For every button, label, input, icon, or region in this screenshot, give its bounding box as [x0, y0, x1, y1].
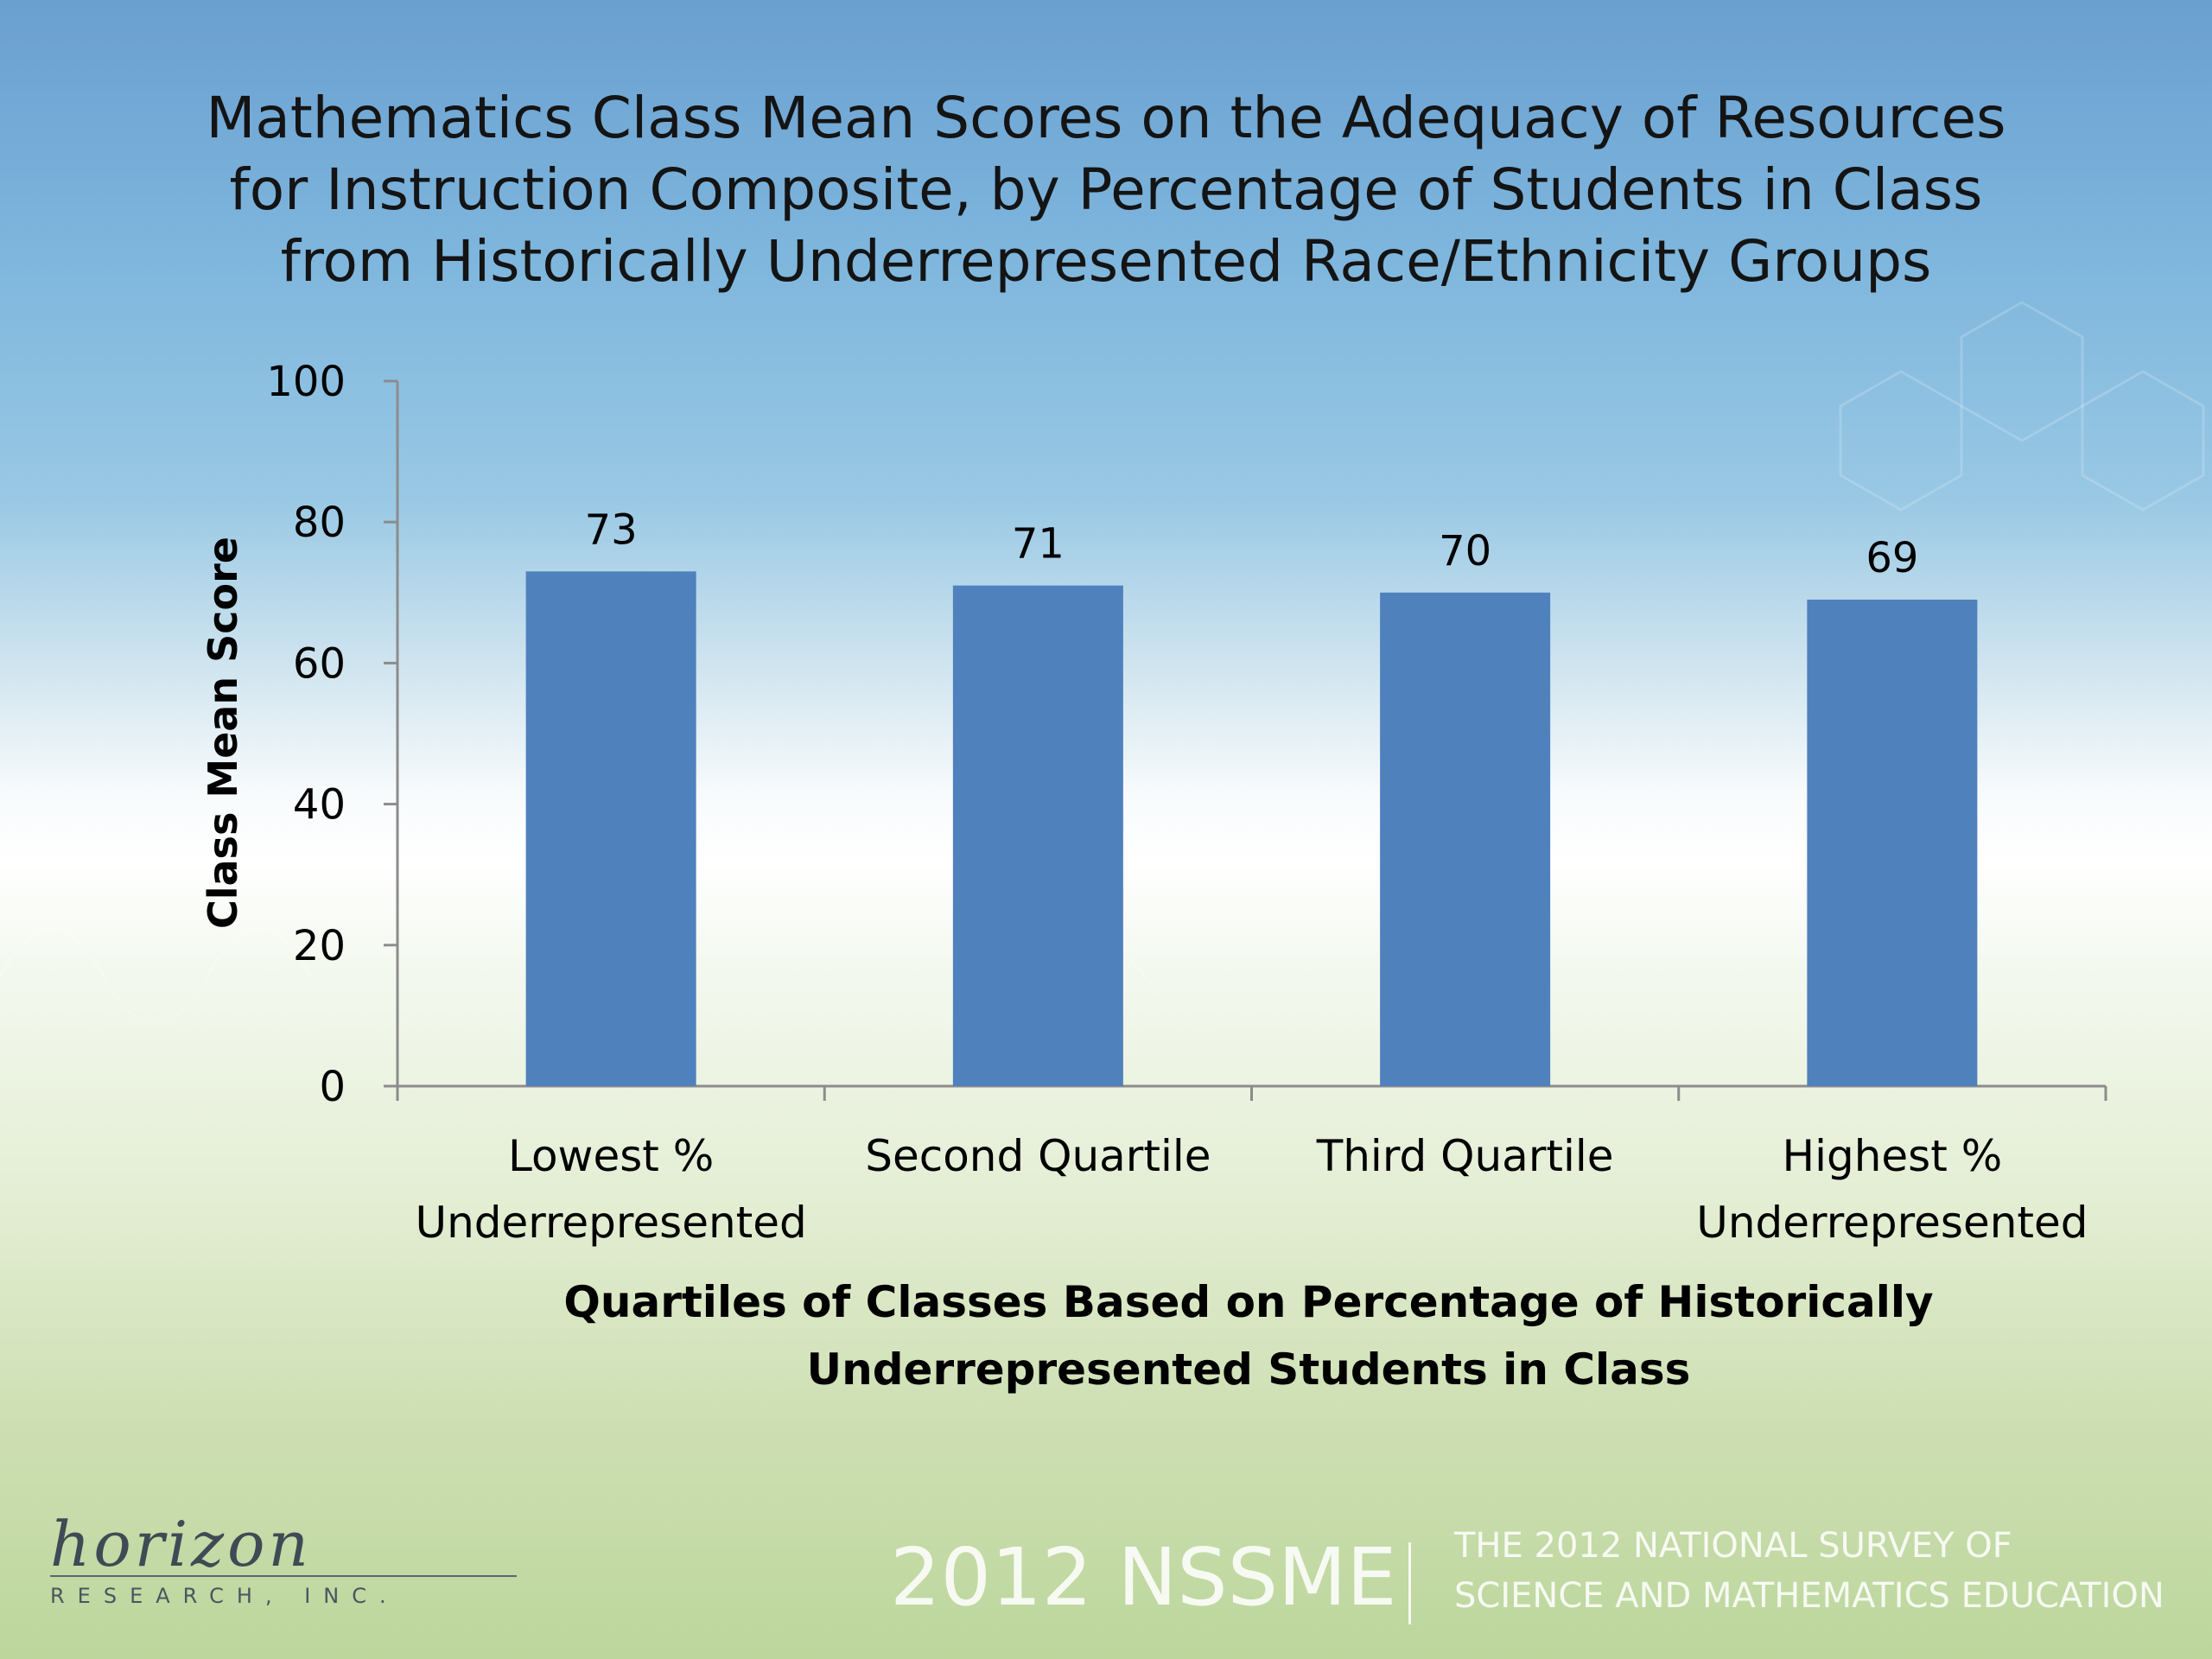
category-label: Lowest % Underrepresented [416, 1131, 807, 1248]
category-label-line: Highest % [1783, 1131, 2003, 1181]
horizon-research-logo: horizon RESEARCH, INC. [43, 1508, 527, 1629]
category-label-line: Second Quartile [865, 1131, 1211, 1181]
title-line-2: for Instruction Composite, by Percentage… [229, 156, 1983, 223]
category-label: Third Quartile [1316, 1131, 1614, 1181]
logo-subtitle: RESEARCH, INC. [50, 1584, 399, 1608]
bar [525, 571, 696, 1086]
data-label: 73 [585, 505, 638, 554]
category-label: Highest % Underrepresented [1696, 1131, 2088, 1248]
data-label: 69 [1866, 534, 1918, 582]
data-label: 70 [1439, 527, 1491, 575]
footer-separator [1408, 1542, 1411, 1624]
logo-underline [50, 1575, 517, 1577]
footer-subtitle-line-1: THE 2012 NATIONAL SURVEY OF [1454, 1526, 2012, 1566]
y-tick-label: 100 [266, 358, 346, 406]
y-tick-label: 80 [293, 499, 346, 547]
x-axis-title-line-2: Underrepresented Students in Class [806, 1344, 1691, 1395]
x-axis-title-line-1: Quartiles of Classes Based on Percentage… [563, 1277, 1934, 1327]
y-tick-label: 40 [293, 781, 346, 830]
category-label: Second Quartile [865, 1131, 1211, 1181]
title-line-3: from Historically Underrepresented Race/… [280, 228, 1932, 295]
y-tick-label: 20 [293, 922, 346, 970]
category-label-line: Lowest % [508, 1131, 714, 1181]
bar [1807, 599, 1978, 1086]
category-label-line: Underrepresented [1696, 1198, 2088, 1248]
title-line-1: Mathematics Class Mean Scores on the Ade… [206, 85, 2006, 151]
footer-subtitle: THE 2012 NATIONAL SURVEY OF SCIENCE AND … [1454, 1521, 2206, 1621]
slide-title: Mathematics Class Mean Scores on the Ade… [104, 82, 2108, 297]
data-label: 71 [1012, 520, 1065, 569]
y-tick-label: 0 [319, 1063, 346, 1111]
y-tick-label: 60 [293, 639, 346, 688]
footer-brand: 2012 NSSME [890, 1531, 1397, 1624]
category-label-line: Underrepresented [416, 1198, 807, 1248]
category-label-line: Third Quartile [1316, 1131, 1614, 1181]
bar [952, 585, 1123, 1086]
bar [1380, 592, 1551, 1086]
logo-script-text: horizon [50, 1508, 312, 1580]
y-axis-title-text: Class Mean Score [200, 536, 246, 930]
x-axis-title: Quartiles of Classes Based on Percentage… [484, 1268, 2013, 1403]
footer-subtitle-line-2: SCIENCE AND MATHEMATICS EDUCATION [1454, 1576, 2164, 1616]
